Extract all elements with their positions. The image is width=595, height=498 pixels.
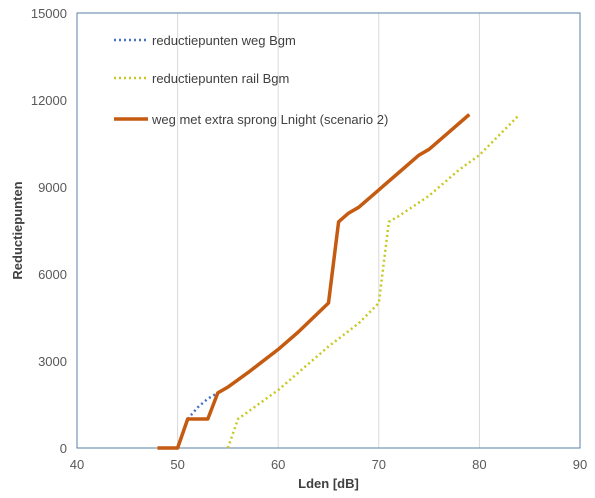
x-tick-label: 80 (472, 457, 486, 472)
legend-label: reductiepunten weg Bgm (152, 33, 296, 48)
y-tick-label: 0 (60, 441, 67, 456)
series-line (226, 113, 521, 449)
y-tick-label: 15000 (31, 6, 67, 21)
x-tick-label: 90 (573, 457, 587, 472)
x-tick-label: 40 (70, 457, 84, 472)
grid (177, 13, 480, 448)
x-tick-label: 50 (170, 457, 184, 472)
plot-frame (76, 12, 581, 449)
y-tick-label: 6000 (38, 267, 67, 282)
y-tick-label: 3000 (38, 354, 67, 369)
y-tick-label: 12000 (31, 93, 67, 108)
y-axis-ticks: 0 3000 6000 9000 12000 15000 (31, 6, 67, 456)
x-axis-ticks: 40 50 60 70 80 90 (70, 457, 587, 472)
series-layer (157, 113, 521, 450)
x-axis-title: Lden [dB] (298, 476, 359, 491)
legend-label: weg met extra sprong Lnight (scenario 2) (151, 112, 388, 127)
x-tick-label: 70 (372, 457, 386, 472)
series-line (157, 113, 471, 450)
series-line (186, 391, 219, 420)
legend-label: reductiepunten rail Bgm (152, 71, 289, 86)
y-axis-title: Reductiepunten (10, 181, 25, 279)
x-tick-label: 60 (271, 457, 285, 472)
legend: reductiepunten weg Bgm reductiepunten rai… (114, 33, 388, 127)
y-tick-label: 9000 (38, 180, 67, 195)
